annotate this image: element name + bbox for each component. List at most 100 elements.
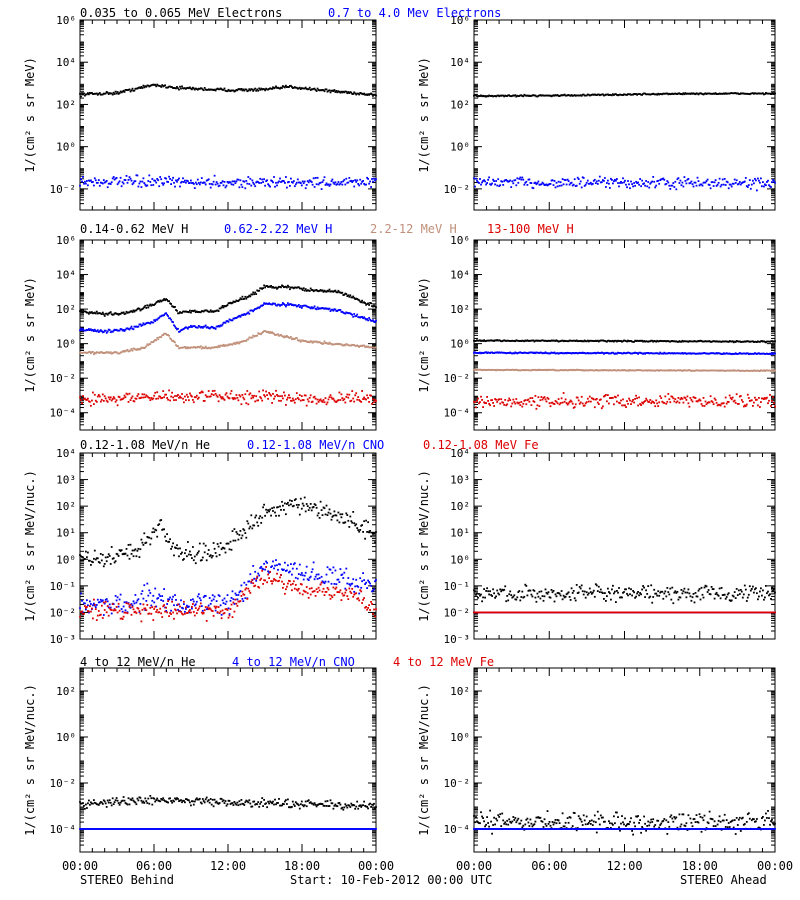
data-point bbox=[149, 399, 152, 401]
data-point bbox=[677, 177, 680, 179]
data-point bbox=[96, 329, 99, 332]
data-point bbox=[102, 331, 105, 333]
data-point bbox=[165, 333, 167, 335]
data-point bbox=[316, 290, 319, 292]
data-point bbox=[488, 368, 490, 371]
data-point bbox=[356, 179, 359, 182]
data-point bbox=[671, 369, 674, 372]
data-point bbox=[82, 556, 84, 559]
data-point bbox=[746, 92, 749, 95]
y-tick-label: 10⁴ bbox=[56, 447, 76, 460]
data-point bbox=[525, 403, 528, 406]
data-point bbox=[155, 301, 158, 304]
data-point bbox=[749, 340, 752, 343]
data-point bbox=[196, 311, 199, 313]
data-point bbox=[334, 308, 337, 311]
data-point bbox=[253, 309, 256, 311]
data-point bbox=[142, 307, 145, 310]
data-point bbox=[520, 351, 523, 354]
data-point bbox=[346, 514, 349, 516]
data-point bbox=[644, 184, 646, 187]
data-point bbox=[658, 352, 661, 355]
data-point bbox=[82, 328, 84, 330]
data-point bbox=[723, 93, 726, 95]
data-point bbox=[284, 394, 286, 397]
data-point bbox=[573, 94, 576, 96]
data-point bbox=[691, 369, 694, 372]
data-point bbox=[617, 339, 619, 342]
data-point bbox=[575, 368, 578, 371]
data-point bbox=[115, 552, 118, 555]
data-point bbox=[178, 555, 180, 558]
data-point bbox=[598, 399, 601, 401]
data-point bbox=[534, 94, 537, 97]
data-point bbox=[755, 399, 757, 401]
data-point bbox=[178, 312, 180, 315]
data-point bbox=[740, 92, 743, 95]
data-point bbox=[708, 184, 711, 186]
data-point bbox=[81, 402, 83, 404]
data-point bbox=[104, 312, 107, 315]
data-point bbox=[589, 400, 592, 403]
data-point bbox=[564, 352, 567, 354]
data-point bbox=[692, 185, 695, 188]
data-point bbox=[147, 536, 150, 539]
data-point bbox=[599, 339, 602, 342]
data-point bbox=[275, 389, 277, 392]
data-point bbox=[711, 340, 714, 343]
data-point bbox=[719, 404, 722, 407]
data-point bbox=[481, 339, 483, 342]
data-point bbox=[721, 353, 724, 355]
data-point bbox=[262, 181, 264, 183]
data-point bbox=[548, 402, 551, 405]
data-point bbox=[338, 183, 341, 186]
data-point bbox=[171, 86, 173, 89]
data-point bbox=[278, 180, 280, 183]
data-point bbox=[190, 311, 192, 314]
data-point bbox=[721, 93, 724, 95]
data-point bbox=[594, 94, 597, 96]
data-point bbox=[278, 334, 280, 337]
data-point bbox=[315, 183, 318, 186]
data-point bbox=[312, 506, 315, 508]
data-point bbox=[339, 309, 342, 311]
data-point bbox=[331, 290, 334, 293]
data-point bbox=[587, 93, 590, 96]
data-point bbox=[281, 500, 283, 503]
data-point bbox=[156, 535, 159, 538]
data-point bbox=[656, 339, 659, 342]
data-point bbox=[373, 177, 375, 180]
data-point bbox=[361, 299, 363, 302]
data-point bbox=[571, 184, 574, 187]
data-point bbox=[159, 176, 162, 178]
data-point bbox=[123, 313, 126, 315]
data-point bbox=[233, 317, 236, 320]
data-point bbox=[198, 311, 201, 314]
data-point bbox=[94, 330, 97, 332]
data-point bbox=[173, 399, 175, 401]
data-point bbox=[329, 91, 332, 94]
data-point bbox=[771, 181, 773, 183]
data-point bbox=[156, 300, 159, 303]
data-point bbox=[556, 402, 559, 405]
data-point bbox=[667, 340, 670, 342]
data-point bbox=[589, 352, 592, 355]
data-point bbox=[515, 352, 518, 354]
data-point bbox=[729, 340, 732, 343]
data-point bbox=[576, 368, 579, 371]
data-point bbox=[161, 182, 164, 185]
data-point bbox=[620, 181, 622, 183]
data-point bbox=[499, 184, 502, 187]
data-point bbox=[182, 177, 184, 180]
data-point bbox=[140, 86, 143, 88]
data-point bbox=[255, 514, 258, 517]
data-point bbox=[498, 185, 501, 187]
data-point bbox=[480, 395, 482, 398]
data-point bbox=[285, 176, 287, 178]
data-point bbox=[134, 548, 137, 551]
data-point bbox=[104, 92, 107, 95]
data-point bbox=[629, 369, 631, 371]
data-point bbox=[515, 95, 518, 98]
data-point bbox=[626, 369, 628, 372]
